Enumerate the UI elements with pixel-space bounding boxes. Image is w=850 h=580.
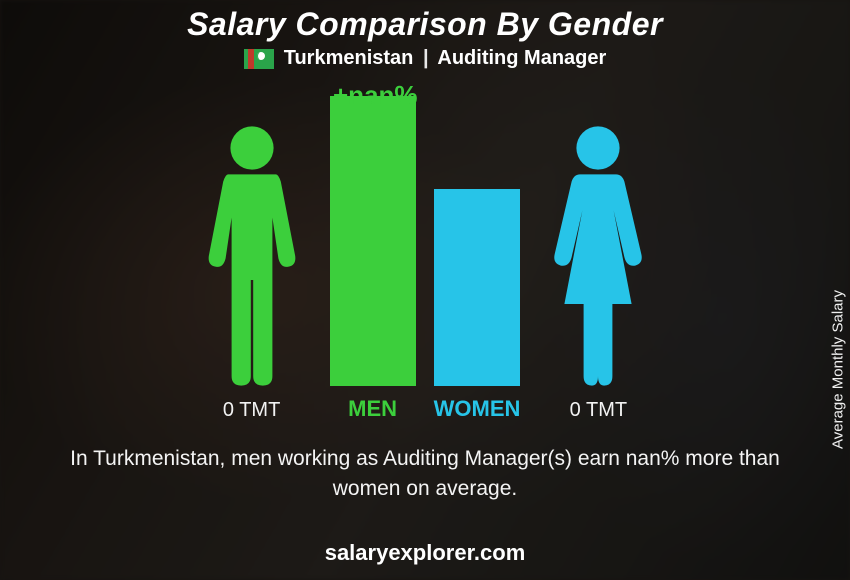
female-icon xyxy=(538,121,658,391)
flag-icon xyxy=(244,49,274,69)
chart-area: +nan% 0 TMT MEN WOMEN 0 TMT xyxy=(145,82,705,422)
axis-label: Average Monthly Salary xyxy=(830,290,847,449)
country-text: Turkmenistan xyxy=(284,47,414,69)
women-bar xyxy=(434,189,520,386)
job-text: Auditing Manager xyxy=(437,47,606,69)
male-icon xyxy=(192,121,312,391)
page-title: Salary Comparison By Gender xyxy=(187,6,663,43)
delta-label: +nan% xyxy=(333,80,418,111)
women-bar-column: WOMEN xyxy=(434,82,521,422)
women-icon-column: 0 TMT xyxy=(538,82,658,422)
caption-text: In Turkmenistan, men working as Auditing… xyxy=(45,444,805,505)
men-label: MEN xyxy=(348,396,397,422)
men-bar-column: MEN xyxy=(330,82,416,422)
men-bar xyxy=(330,96,416,386)
subtitle-row: Turkmenistan | Auditing Manager xyxy=(244,47,607,70)
men-icon-column: 0 TMT xyxy=(192,82,312,422)
women-label: WOMEN xyxy=(434,396,521,422)
content-container: Salary Comparison By Gender Turkmenistan… xyxy=(0,0,850,580)
women-value: 0 TMT xyxy=(570,399,627,422)
men-value: 0 TMT xyxy=(223,399,280,422)
footer-brand: salaryexplorer.com xyxy=(0,540,850,566)
separator: | xyxy=(423,47,429,69)
subtitle: Turkmenistan | Auditing Manager xyxy=(284,47,607,70)
